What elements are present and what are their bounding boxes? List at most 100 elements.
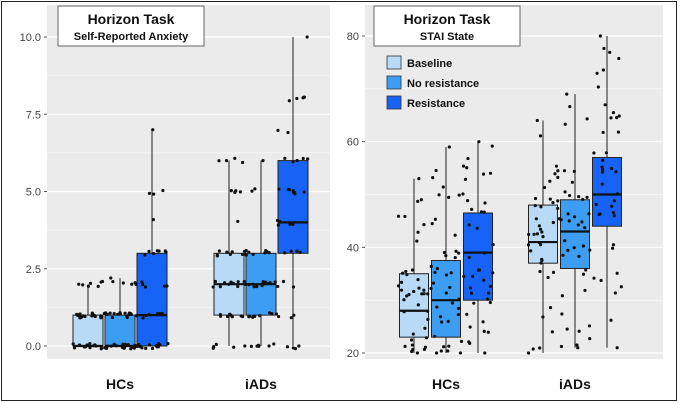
data-point (434, 351, 439, 355)
data-point (160, 311, 164, 316)
data-point (534, 217, 538, 221)
data-point (122, 346, 127, 350)
data-point (100, 279, 105, 284)
data-point (556, 175, 560, 180)
data-point (456, 306, 461, 310)
data-point (396, 284, 401, 288)
data-point (147, 191, 152, 196)
box-resistance-hcs (461, 140, 495, 355)
box (592, 157, 622, 227)
box-no-resistance-iads (557, 92, 592, 350)
data-point (247, 283, 251, 287)
data-point (585, 195, 589, 199)
data-point (258, 314, 262, 318)
data-point (81, 283, 85, 287)
data-point (401, 271, 405, 275)
data-point (211, 285, 215, 289)
data-point (302, 95, 307, 99)
box (463, 212, 493, 301)
data-point (232, 345, 236, 349)
data-point (129, 312, 133, 316)
legend-label-no-resistance: No resistance (407, 78, 479, 90)
box (277, 160, 309, 254)
data-point (272, 342, 276, 346)
data-point (116, 312, 120, 316)
data-point (592, 151, 596, 155)
data-point (572, 215, 577, 219)
data-point (306, 157, 310, 161)
data-point (446, 319, 450, 323)
data-point (256, 343, 261, 347)
data-point (548, 179, 552, 183)
data-point (264, 249, 268, 253)
data-point (78, 312, 82, 316)
data-point (610, 246, 615, 250)
data-point (447, 344, 451, 348)
data-point (162, 284, 167, 288)
data-point (109, 276, 113, 280)
data-point (608, 50, 612, 54)
data-point (609, 116, 613, 120)
data-point (597, 212, 601, 217)
data-point (249, 344, 253, 348)
data-point (399, 280, 404, 284)
data-point (470, 207, 474, 211)
data-point (217, 249, 221, 253)
data-point (469, 291, 474, 295)
data-point (291, 285, 296, 289)
data-point (609, 318, 613, 322)
data-point (468, 341, 472, 345)
box (104, 314, 136, 347)
data-point (135, 344, 140, 349)
data-point (402, 298, 406, 302)
data-point (488, 171, 493, 175)
data-point (612, 199, 616, 203)
data-point (278, 220, 282, 224)
data-point (224, 159, 229, 163)
data-point (297, 344, 301, 348)
data-point (429, 264, 433, 268)
data-point (123, 342, 127, 346)
data-point (453, 233, 457, 237)
data-point (253, 187, 257, 191)
data-point (226, 314, 230, 319)
data-point (411, 347, 415, 352)
data-point (459, 339, 464, 343)
data-point (233, 156, 237, 160)
data-point (125, 315, 129, 320)
data-point (468, 325, 472, 329)
data-point (144, 313, 148, 318)
data-point (551, 220, 555, 225)
data-point (598, 34, 602, 38)
data-point (439, 349, 443, 353)
data-point (446, 349, 450, 353)
data-point (274, 312, 278, 316)
box (136, 252, 168, 347)
data-point (276, 314, 281, 319)
data-point (576, 223, 580, 227)
data-point (482, 329, 486, 333)
y-tick-label: 20 (347, 348, 359, 360)
data-point (225, 250, 229, 254)
data-point (106, 344, 110, 348)
data-point (273, 280, 277, 284)
data-point (255, 284, 259, 289)
data-point (93, 343, 97, 347)
data-point (230, 315, 234, 319)
data-point (302, 190, 306, 194)
data-point (566, 248, 570, 252)
data-point (251, 252, 255, 257)
data-point (429, 286, 433, 291)
data-point (267, 344, 271, 348)
data-point (554, 164, 559, 168)
data-point (422, 347, 427, 351)
data-point (538, 243, 543, 247)
data-point (430, 222, 434, 226)
data-point (251, 315, 255, 319)
data-point (112, 343, 116, 347)
data-point (542, 185, 547, 190)
data-point (276, 223, 280, 227)
data-point (471, 274, 475, 278)
data-point (581, 244, 585, 248)
data-point (293, 347, 298, 351)
